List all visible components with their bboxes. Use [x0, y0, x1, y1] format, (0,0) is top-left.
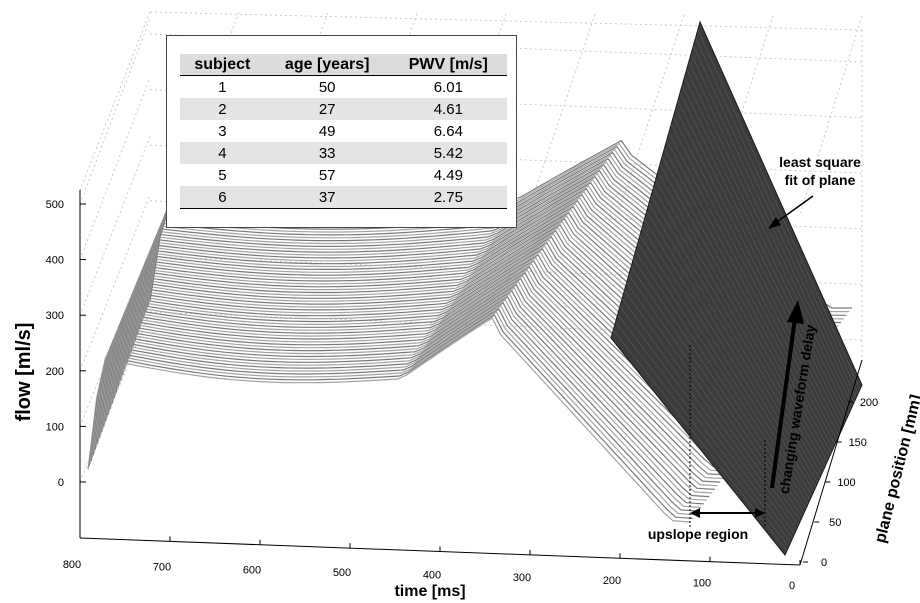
subject-table: subject age [years] PWV [m/s] 1 50 6.01 … — [166, 35, 517, 228]
y-tick-label: 150 — [849, 437, 867, 449]
ylabel: plane position [mm] — [872, 393, 920, 545]
cell-age: 37 — [264, 186, 390, 209]
upslope-label: upslope region — [648, 526, 748, 542]
z-tick-label: 0 — [58, 477, 64, 489]
zlabel: flow [ml/s] — [13, 323, 35, 422]
x-tick-label: 200 — [603, 575, 621, 587]
table-row: 5 57 4.49 — [180, 164, 507, 186]
header-age: age [years] — [264, 54, 390, 76]
x-tick-label: 100 — [693, 577, 711, 589]
table-row: 2 27 4.61 — [180, 98, 507, 120]
position-axis-ticks: 0 50 100 150 200 — [803, 397, 878, 569]
z-tick-label: 200 — [46, 366, 64, 378]
y-tick-label: 0 — [821, 557, 827, 569]
table-header-row: subject age [years] PWV [m/s] — [180, 54, 507, 76]
cell-subject: 3 — [218, 122, 227, 140]
cell-age: 33 — [264, 142, 390, 164]
subject-table-grid: subject age [years] PWV [m/s] 1 50 6.01 … — [180, 54, 507, 209]
table-row: 6 37 2.75 — [180, 186, 507, 209]
delay-arrow — [770, 300, 804, 489]
x-tick-label: 300 — [513, 572, 531, 584]
cell-subject: 2 — [180, 98, 265, 120]
z-tick-label: 300 — [46, 310, 64, 322]
table-row: 4 33 5.42 — [180, 142, 507, 164]
cell-subject: 5 — [218, 166, 227, 184]
table-row: 1 50 6.01 — [180, 76, 507, 99]
z-tick-label: 500 — [46, 199, 64, 211]
cell-age: 49 — [318, 122, 336, 140]
header-subject: subject — [180, 54, 265, 76]
xlabel: time [ms] — [394, 583, 465, 600]
x-tick-label: 0 — [789, 580, 795, 592]
fitted-plane — [610, 20, 863, 556]
x-tick-label: 700 — [153, 562, 171, 574]
table-row: 3 49 6.64 — [180, 120, 507, 142]
cell-age: 27 — [264, 98, 390, 120]
cell-age: 57 — [318, 166, 336, 184]
plane-fit-label-line2: fit of plane — [785, 172, 856, 188]
time-axis-ticks: 800 700 600 500 400 300 200 100 0 — [63, 533, 801, 592]
x-tick-label: 400 — [423, 570, 441, 582]
header-pwv: PWV [m/s] — [389, 54, 507, 76]
x-tick-label: 800 — [63, 559, 81, 571]
flow-axis-ticks: 0 100 200 300 400 500 — [46, 199, 86, 489]
upslope-marker — [689, 345, 766, 528]
cell-pwv: 2.75 — [389, 186, 507, 209]
z-tick-label: 400 — [46, 255, 64, 267]
cell-age: 50 — [318, 78, 336, 96]
cell-pwv: 4.61 — [389, 98, 507, 120]
cell-subject: 4 — [180, 142, 265, 164]
y-tick-label: 50 — [829, 517, 841, 529]
cell-subject: 6 — [180, 186, 265, 209]
cell-pwv: 4.49 — [433, 166, 463, 184]
plane-fit-arrow — [768, 195, 814, 229]
x-tick-label: 500 — [333, 567, 351, 579]
z-tick-label: 100 — [46, 421, 64, 433]
cell-pwv: 6.64 — [433, 122, 463, 140]
plane-fit-label-line1: least square — [779, 154, 861, 170]
cell-pwv: 6.01 — [433, 78, 463, 96]
cell-subject: 1 — [218, 78, 227, 96]
y-tick-label: 100 — [837, 477, 855, 489]
x-tick-label: 600 — [243, 564, 261, 576]
cell-pwv: 5.42 — [389, 142, 507, 164]
y-tick-label: 200 — [860, 397, 878, 409]
